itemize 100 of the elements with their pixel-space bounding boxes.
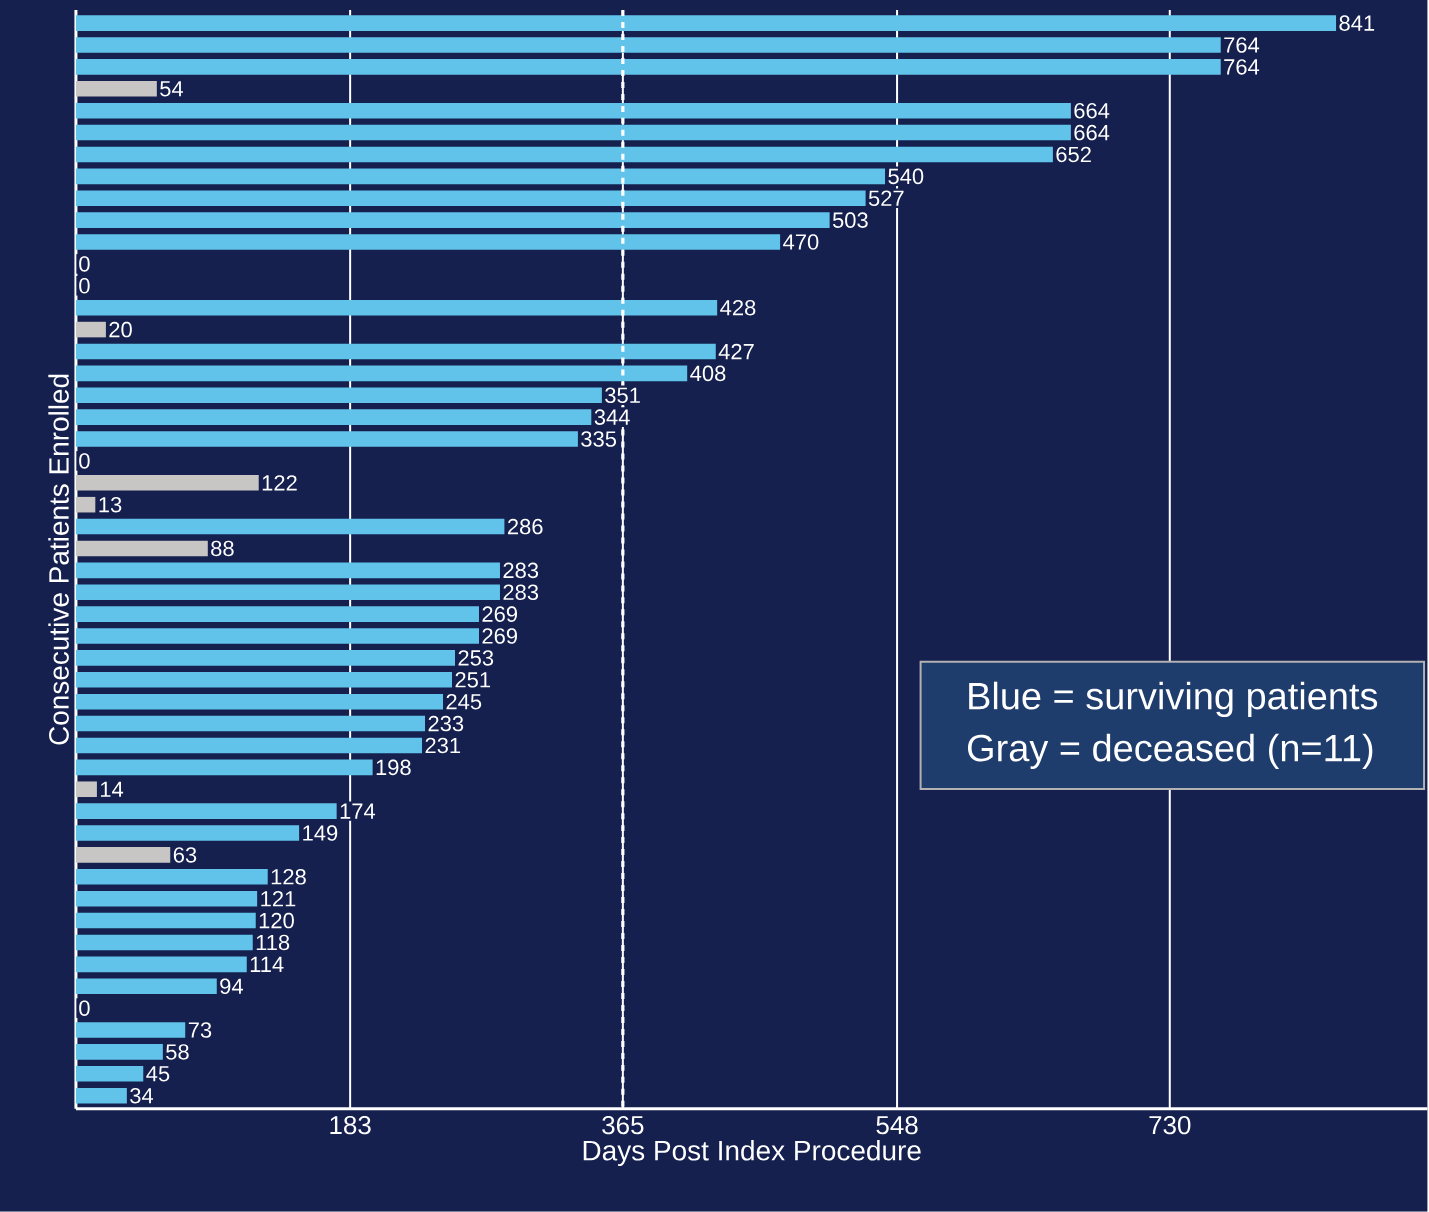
data-label: 20 [109,321,132,338]
bar [75,825,300,841]
data-label: 470 [783,234,819,250]
annotation: Gray = deceased (n=11) [967,733,1373,770]
data-label: 408 [690,365,726,382]
bar [75,497,96,513]
bar [75,475,259,491]
data-label: 0 [79,256,90,272]
data-label: 664 [1074,103,1110,119]
bar [75,956,247,973]
data-label: 88 [211,540,234,557]
x-tick-label: 365 [602,1116,644,1135]
data-label: 527 [868,190,904,207]
data-label: 94 [220,978,243,995]
bar [75,518,505,535]
bar [75,321,106,338]
data-label: 283 [503,584,539,601]
bar [75,934,253,951]
bar [75,891,258,907]
x-tick-label: 183 [330,1116,371,1135]
data-label: 253 [458,650,494,666]
bar [75,715,426,732]
data-label: 233 [428,715,464,732]
bar [75,234,781,250]
bar [75,869,268,885]
bar [75,59,1221,75]
bar [75,1044,163,1060]
bar [75,365,688,382]
bar [75,584,500,601]
bar [75,1066,144,1082]
bar [75,672,453,688]
data-label: 0 [79,453,90,469]
bar [75,212,830,229]
data-label: 664 [1074,124,1110,141]
data-label: 764 [1224,37,1260,53]
annotation: Blue = surviving patients [969,681,1378,718]
bar [75,759,373,776]
data-label: 114 [250,956,284,973]
bar [75,540,208,557]
data-label: 14 [100,781,124,797]
bar [75,562,500,579]
bar [75,1088,127,1104]
data-label: 335 [581,431,617,447]
bar [75,781,97,798]
bar [75,628,479,644]
data-label: 121 [261,891,296,907]
bar [75,387,602,404]
data-label: 0 [79,278,90,294]
bar [75,912,256,929]
bar [75,146,1053,163]
bar [75,694,444,710]
data-label: 63 [173,847,197,863]
bar [75,650,456,666]
bar [75,103,1071,119]
bar [75,300,718,316]
data-label: 251 [455,672,491,688]
data-label: 149 [303,825,338,841]
bar [75,737,423,754]
data-label: 118 [256,934,290,951]
data-label: 351 [605,387,640,404]
data-label: 174 [340,803,376,819]
data-label: 245 [446,694,482,710]
bar [75,190,866,207]
y-axis-title: Consecutive Patients Enrolled [48,374,69,745]
data-label: 128 [271,869,306,885]
bar [75,847,171,863]
bar [75,81,157,97]
data-label: 54 [160,81,184,97]
bar [75,124,1071,141]
data-label: 764 [1224,59,1260,75]
data-label: 0 [79,1000,90,1017]
data-label: 344 [594,409,630,426]
data-label: 122 [262,475,297,491]
x-tick-label: 730 [1149,1116,1191,1135]
data-label: 286 [507,518,543,535]
data-label: 652 [1056,146,1091,163]
bar [75,606,479,623]
bar [75,431,578,447]
data-label: 269 [482,628,518,644]
data-label: 198 [376,759,411,776]
data-label: 503 [832,212,868,229]
data-label: 283 [503,562,539,579]
data-label: 231 [425,737,461,754]
data-label: 427 [718,343,754,360]
bar [75,37,1221,53]
x-tick-label: 548 [876,1116,918,1135]
bar [75,15,1337,32]
bar [75,978,217,995]
data-label: 269 [482,606,518,623]
bar [75,1022,186,1038]
data-label: 120 [259,912,294,929]
data-label: 45 [146,1066,170,1082]
x-axis-title: Days Post Index Procedure [583,1140,921,1167]
bar [75,343,716,360]
data-label: 13 [99,497,122,513]
data-label: 841 [1339,15,1375,32]
bar [75,803,337,820]
data-label: 58 [166,1044,189,1060]
data-label: 73 [188,1022,212,1038]
data-label: 34 [130,1088,154,1104]
